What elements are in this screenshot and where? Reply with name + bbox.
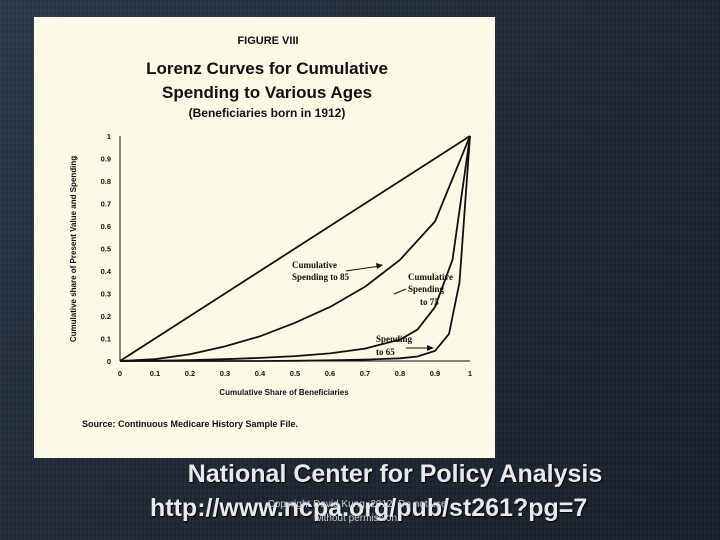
copyright-line1: Copyright David Kung, 2012. Do not use [267, 499, 447, 510]
y-tick-labels: 0 0.1 0.2 0.3 0.4 0.5 0.6 0.7 0.8 0.9 1 [101, 132, 112, 366]
x-tick-label: 0.3 [220, 369, 230, 378]
x-tick-label: 0.6 [325, 369, 335, 378]
annotation-75-line3: to 75 [420, 297, 439, 307]
annotation-65-line2: to 65 [376, 347, 395, 357]
x-tick-label: 0.4 [255, 369, 266, 378]
x-axis-label: Cumulative Share of Beneficiaries [219, 388, 349, 397]
series-layer [119, 135, 471, 362]
x-tick-labels: 0 0.1 0.2 0.3 0.4 0.5 0.6 0.7 0.8 0.9 1 [118, 369, 472, 378]
x-tick-label: 0.9 [430, 369, 440, 378]
caption-organization: National Center for Policy Analysis [187, 460, 603, 488]
chart-title-line1: Lorenz Curves for Cumulative [146, 59, 388, 78]
annotation-75-line2: Spending [408, 284, 445, 294]
y-tick-label: 1 [107, 132, 111, 141]
x-tick-label: 0 [118, 369, 122, 378]
annotation-spending-85: Cumulative Spending to 85 [292, 260, 383, 282]
annotation-65-line1: Spending [376, 334, 413, 344]
annotation-85-line1: Cumulative [292, 260, 337, 270]
copyright-line2: without permission. [314, 513, 400, 524]
y-tick-label: 0 [107, 357, 111, 366]
annotation-65-arrowhead [427, 345, 434, 351]
lorenz-chart: FIGURE VIII Lorenz Curves for Cumulative… [69, 35, 472, 429]
annotation-75-line1: Cumulative [408, 272, 453, 282]
y-tick-label: 0.6 [101, 222, 111, 231]
x-tick-label: 0.5 [290, 369, 300, 378]
y-tick-label: 0.3 [101, 290, 111, 299]
annotation-spending-75: Cumulative Spending to 75 [393, 272, 453, 307]
y-tick-label: 0.5 [101, 245, 111, 254]
annotation-85-line2: Spending to 85 [292, 272, 350, 282]
y-tick-label: 0.2 [101, 312, 111, 321]
caption-url-link[interactable]: http://www.ncpa.org/pub/st261?pg=7 [150, 494, 588, 522]
annotation-spending-65: Spending to 65 [376, 334, 434, 357]
x-tick-label: 0.1 [150, 369, 160, 378]
annotation-75-arrow [393, 288, 407, 295]
y-axis-label: Cumulative share of Present Value and Sp… [69, 156, 78, 342]
equality-line [119, 135, 471, 362]
annotation-85-arrowhead [376, 263, 383, 269]
x-tick-label: 0.2 [185, 369, 195, 378]
x-tick-label: 1 [468, 369, 472, 378]
chart-title-line2: Spending to Various Ages [162, 83, 372, 102]
chart-source: Source: Continuous Medicare History Samp… [82, 419, 298, 429]
y-tick-label: 0.7 [101, 200, 111, 209]
chart-subtitle: (Beneficiaries born in 1912) [189, 106, 346, 120]
y-tick-label: 0.4 [101, 267, 112, 276]
copyright-notice: Copyright David Kung, 2012. Do not use w… [252, 498, 462, 526]
x-tick-label: 0.8 [395, 369, 405, 378]
y-tick-label: 0.1 [101, 335, 111, 344]
figure-label: FIGURE VIII [237, 35, 298, 47]
annotation-85-arrow [345, 265, 381, 272]
spending-to-65-curve [120, 135, 471, 362]
y-tick-label: 0.9 [101, 155, 111, 164]
x-tick-label: 0.7 [360, 369, 370, 378]
figure-panel: FIGURE VIII Lorenz Curves for Cumulative… [34, 17, 495, 458]
y-tick-label: 0.8 [101, 177, 111, 186]
spending-to-85-curve [119, 135, 471, 362]
